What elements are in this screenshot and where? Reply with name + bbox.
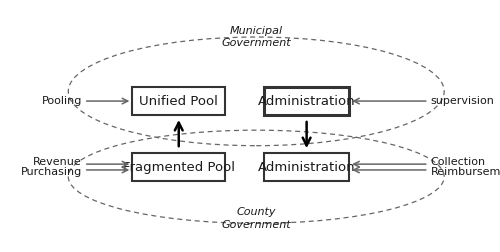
Text: Pooling: Pooling [42, 96, 82, 106]
Text: supervision: supervision [430, 96, 494, 106]
FancyBboxPatch shape [264, 87, 349, 115]
FancyBboxPatch shape [264, 153, 349, 181]
FancyBboxPatch shape [132, 153, 225, 181]
Text: Administration: Administration [258, 161, 356, 174]
Text: Fragmented Pool: Fragmented Pool [123, 161, 235, 174]
Text: Reimbursement: Reimbursement [430, 167, 500, 177]
Text: Purchasing: Purchasing [20, 167, 82, 177]
Text: County
Government: County Government [222, 207, 291, 230]
Text: Unified Pool: Unified Pool [140, 94, 218, 108]
FancyBboxPatch shape [132, 87, 225, 115]
Text: Revenue: Revenue [33, 157, 82, 167]
Text: Collection: Collection [430, 157, 486, 167]
Text: Municipal
Government: Municipal Government [222, 26, 291, 48]
Text: Administration: Administration [258, 94, 356, 108]
